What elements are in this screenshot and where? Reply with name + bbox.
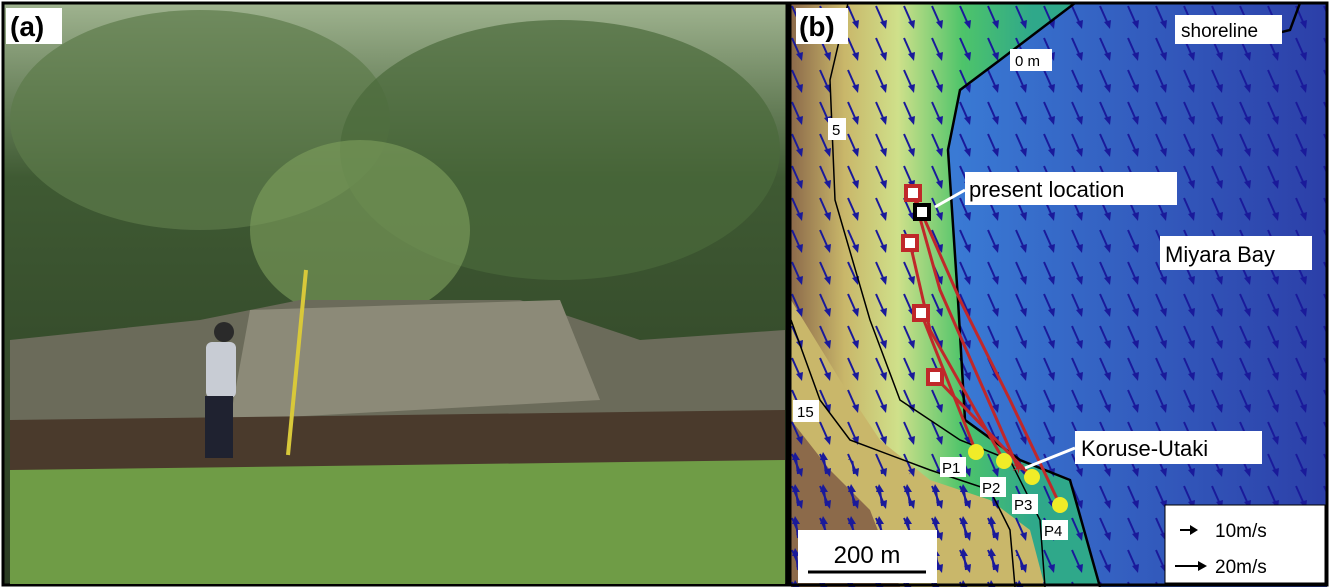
legend-label: 10m/s: [1215, 521, 1267, 542]
point-label: P4: [1044, 523, 1062, 540]
shoreline-label: shoreline: [1181, 21, 1258, 42]
map-panel: ✶ (b) shoreline 0 m 5 15 present locatio…: [790, 3, 1327, 587]
panel-label: (a): [10, 11, 44, 42]
marker: [914, 306, 928, 320]
point: [968, 444, 984, 460]
marker: [903, 236, 917, 250]
site-star: ✶: [1011, 458, 1026, 478]
contour-label: 5: [832, 122, 840, 139]
point-label: P2: [982, 480, 1000, 497]
foliage: [250, 140, 470, 320]
person-body: [206, 342, 236, 398]
ground-plants: [10, 460, 785, 584]
annotation: Koruse-Utaki: [1081, 436, 1208, 461]
rock-outcrop: [230, 300, 600, 420]
point: [1052, 497, 1068, 513]
panel-label: (b): [799, 11, 835, 42]
marker: [906, 186, 920, 200]
scale-label: 200 m: [834, 542, 901, 569]
contour-label: 0 m: [1015, 53, 1040, 70]
person-head: [214, 322, 234, 342]
point-label: P1: [942, 460, 960, 477]
annotation: Miyara Bay: [1165, 242, 1275, 267]
person-legs: [205, 396, 233, 458]
annotation: present location: [969, 177, 1124, 202]
point: [1024, 469, 1040, 485]
point-label: P3: [1014, 497, 1032, 514]
present-marker: [915, 205, 929, 219]
figure: (a) ✶: [0, 0, 1330, 587]
marker: [928, 370, 942, 384]
point: [996, 453, 1012, 469]
photo-panel: (a): [3, 3, 787, 585]
contour-label: 15: [797, 404, 814, 421]
legend-label: 20m/s: [1215, 557, 1267, 578]
